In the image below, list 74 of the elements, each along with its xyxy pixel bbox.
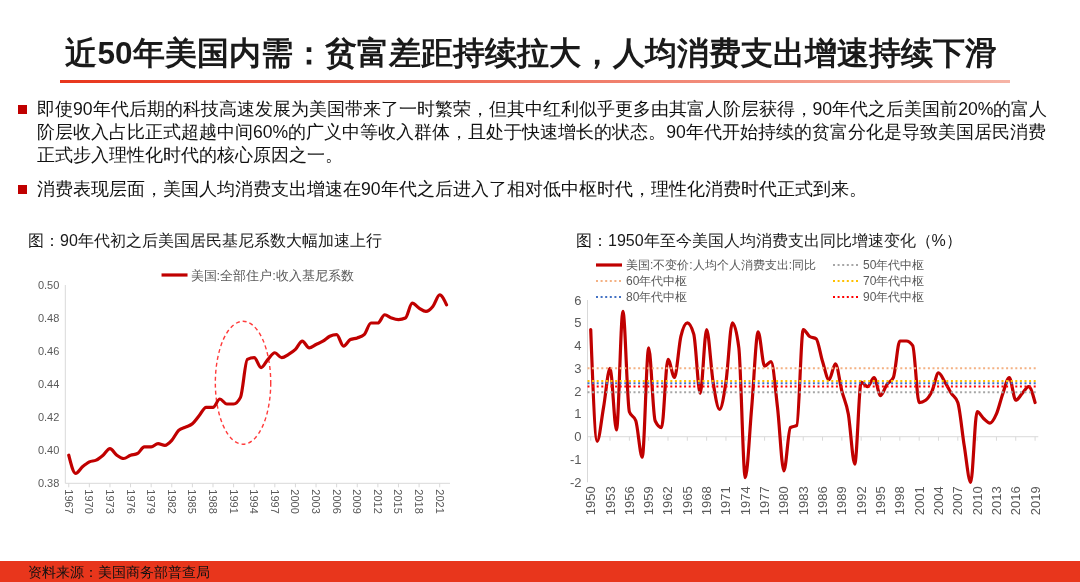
x-tick-label: 1991	[227, 489, 240, 514]
y-tick-label: -1	[569, 452, 582, 468]
x-tick-label: 1992	[853, 486, 869, 516]
line-series	[67, 293, 449, 475]
y-tick-label: 0.38	[37, 477, 60, 490]
y-tick-label: 0.42	[37, 411, 60, 424]
x-tick-label: 2013	[988, 486, 1004, 516]
x-tick-label: 1998	[892, 486, 908, 516]
x-tick-label: 1995	[873, 486, 889, 516]
x-tick-label: 2019	[1027, 486, 1043, 516]
x-tick-label: 1988	[207, 489, 219, 514]
x-tick-label: 2001	[911, 486, 927, 516]
x-tick-label: 2003	[310, 489, 323, 514]
x-tick-label: 1974	[737, 486, 753, 516]
x-tick-label: 1965	[679, 486, 695, 516]
y-tick-label: 0.50	[37, 279, 60, 291]
x-tick-label: 1962	[660, 486, 676, 516]
x-tick-label: 1970	[83, 489, 96, 514]
x-tick-label: 2012	[371, 489, 384, 514]
x-tick-label: 2015	[392, 489, 405, 514]
x-tick-label: 1956	[621, 486, 637, 516]
x-tick-label: 2004	[930, 486, 946, 516]
x-tick-label: 1994	[248, 489, 261, 514]
x-tick-label: 2007	[950, 486, 966, 516]
legend-label: 70年代中枢	[863, 274, 925, 288]
y-tick-label: 0.40	[37, 444, 60, 457]
x-tick-label: 1971	[718, 486, 734, 516]
y-tick-label: 4	[574, 338, 582, 354]
x-tick-label: 1976	[124, 489, 137, 514]
legend-label: 80年代中枢	[626, 290, 688, 304]
y-tick-label: 1	[574, 406, 582, 422]
y-tick-label: 2	[574, 383, 582, 399]
x-tick-label: 2016	[1008, 486, 1024, 516]
text: 即使90年代后期的科技高速发展为美国带来了一时繁荣，但其中红利似乎更多由其富人阶层获得，90年代之后美国前20%的富人阶层收入占比正式超越中间60%的广义中等收入群体，且处于快速增长的状态。90年代开始持续的贫富分化是导致美国居民消费正式步入理性化时代的核心原因之一。	[37, 99, 1048, 165]
x-tick-label: 2021	[433, 489, 446, 514]
y-tick-label: 3	[574, 360, 582, 376]
x-tick-label: 1953	[602, 486, 618, 516]
text: 近50年美国内需：贫富差距持续拉大，人均消费支出增速持续下滑	[64, 34, 998, 73]
x-tick-label: 1983	[795, 486, 811, 516]
x-tick-label: 1967	[62, 489, 75, 514]
x-tick-label: 1989	[834, 486, 850, 516]
line-series	[589, 309, 1037, 484]
x-tick-label: 2018	[413, 489, 426, 514]
y-tick-label: 0.44	[37, 378, 60, 391]
x-tick-label: 1985	[186, 489, 199, 514]
y-tick-label: 6	[574, 292, 582, 308]
x-tick-label: 2006	[330, 489, 343, 514]
x-tick-label: 1968	[699, 486, 715, 516]
x-tick-label: 1979	[145, 489, 158, 514]
x-tick-label: 1986	[815, 486, 831, 516]
chart-title: 图：90年代初之后美国居民基尼系数大幅加速上行	[28, 232, 382, 249]
x-tick-label: 2000	[289, 489, 302, 514]
x-tick-label: 1997	[268, 489, 281, 514]
legend-label: 50年代中枢	[863, 258, 925, 272]
legend-label: 美国:不变价:人均个人消费支出:同比	[626, 258, 817, 272]
legend-label: 美国:全部住户:收入基尼系数	[190, 267, 354, 283]
text: 资料来源：美国商务部普查局	[28, 564, 210, 580]
y-tick-label: 0.46	[37, 345, 60, 358]
y-tick-label: 5	[574, 315, 582, 331]
y-tick-label: -2	[569, 474, 582, 490]
x-tick-label: 1977	[757, 486, 773, 516]
legend-label: 90年代中枢	[863, 290, 925, 304]
legend-label: 60年代中枢	[626, 274, 688, 288]
x-tick-label: 1982	[165, 489, 178, 514]
x-tick-label: 1959	[641, 486, 657, 516]
text: 消费表现层面，美国人均消费支出增速在90年代之后进入了相对低中枢时代，理性化消费时代正式到来。	[37, 179, 867, 199]
x-tick-label: 2009	[351, 489, 364, 514]
x-tick-label: 1980	[776, 486, 792, 516]
y-tick-label: 0.48	[37, 312, 60, 325]
x-tick-label: 1950	[583, 486, 599, 516]
chart-title: 图：1950年至今美国人均消费支出同比增速变化（%）	[576, 232, 962, 249]
x-tick-label: 2010	[969, 486, 985, 516]
y-tick-label: 0	[574, 429, 582, 445]
x-tick-label: 1973	[103, 489, 116, 514]
